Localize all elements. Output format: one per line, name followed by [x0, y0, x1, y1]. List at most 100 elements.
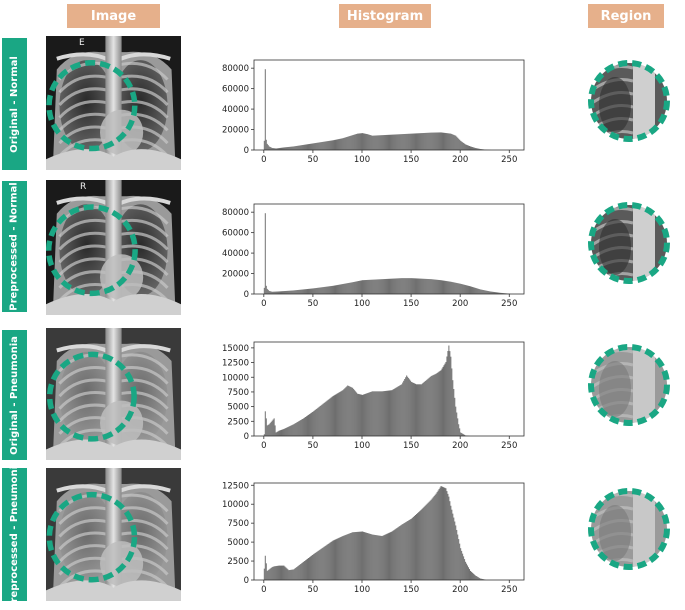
histogram-bar [376, 135, 377, 150]
histogram-bar [393, 279, 394, 294]
histogram-bar [392, 531, 393, 580]
histogram-bar [383, 279, 384, 294]
histogram-bar [428, 279, 429, 294]
histogram-bar [313, 554, 314, 580]
histogram-bar [315, 288, 316, 294]
histogram-bar [332, 397, 333, 436]
histogram-bar [353, 532, 354, 580]
histogram-bars [264, 69, 491, 150]
histogram-bar [407, 278, 408, 294]
histogram-bar [312, 555, 313, 580]
histogram-bar [443, 487, 444, 580]
histogram-bar [326, 545, 327, 580]
histogram-bar [449, 501, 450, 580]
histogram-bar [439, 489, 440, 580]
histogram-bar [471, 572, 472, 580]
histogram-bar [270, 291, 271, 294]
histogram-bar [335, 285, 336, 294]
histogram-bar [321, 287, 322, 294]
histogram-bar [444, 133, 445, 150]
histogram-bar [377, 279, 378, 294]
histogram-bar [326, 141, 327, 150]
histogram-bar [466, 285, 467, 294]
histogram-bar [366, 280, 367, 294]
histogram-bar [349, 533, 350, 580]
histogram-bar [317, 408, 318, 436]
x-tick-label: 250 [501, 441, 517, 450]
histogram-bar [418, 512, 419, 580]
histogram-bar [344, 388, 345, 436]
histogram-bar [292, 290, 293, 294]
histogram-bar [372, 280, 373, 294]
histogram-bar [404, 379, 405, 436]
histogram-bar [397, 134, 398, 150]
histogram-bar [330, 286, 331, 294]
histogram-bar [282, 429, 283, 436]
histogram-bar [443, 281, 444, 295]
histogram-bar [369, 135, 370, 150]
xray-marker-original-normal: E [79, 38, 85, 48]
histogram-bar [449, 134, 450, 150]
histogram-bar [285, 567, 286, 580]
x-tick-label: 150 [403, 441, 419, 450]
histogram-bar [389, 135, 390, 150]
y-tick-label: 40000 [222, 105, 249, 115]
histogram-bar [401, 384, 402, 436]
histogram-bar [282, 291, 283, 294]
histogram-bar [395, 278, 396, 294]
histogram-bar [388, 391, 389, 436]
histogram-bar [353, 135, 354, 150]
histogram-bar [454, 283, 455, 294]
histogram-bar [382, 391, 383, 436]
histogram-bar [293, 290, 294, 294]
histogram-bar [307, 144, 308, 150]
histogram-bar [449, 282, 450, 294]
histogram-bar [406, 522, 407, 580]
histogram-bar [347, 534, 348, 580]
histogram-bar [322, 142, 323, 150]
histogram-bar [459, 544, 460, 580]
histogram-bar [343, 389, 344, 436]
x-tick-label: 250 [501, 585, 517, 594]
histogram-bar [297, 290, 298, 294]
histogram-bar [328, 400, 329, 436]
histogram-bar [308, 558, 309, 580]
histogram-bar [424, 507, 425, 580]
histogram-bar [331, 542, 332, 580]
histogram-bar [375, 280, 376, 294]
histogram-bar [439, 372, 440, 436]
x-tick-label: 0 [261, 585, 266, 594]
histogram-bar [345, 137, 346, 150]
histogram-bar [363, 133, 364, 150]
histogram-bar [452, 134, 453, 150]
histogram-bar [339, 285, 340, 294]
histogram-bar [448, 497, 449, 580]
histogram-bar [478, 289, 479, 294]
histogram-bar [385, 535, 386, 580]
histogram-bar [381, 391, 382, 436]
histogram-bar [333, 140, 334, 150]
y-tick-label: 15000 [222, 344, 249, 354]
histogram-bar [348, 283, 349, 294]
histogram-bar [425, 279, 426, 294]
histogram-bar [397, 278, 398, 294]
histogram-bar [363, 395, 364, 436]
histogram-bar [432, 279, 433, 294]
histogram-bar [310, 557, 311, 580]
histogram-bar [336, 139, 337, 150]
xray-marker-preprocessed-normal: R [80, 182, 86, 192]
histogram-bar [396, 528, 397, 580]
histogram-bar [309, 557, 310, 580]
histogram-bar [420, 279, 421, 294]
histogram-bar [444, 488, 445, 580]
histogram-bar [380, 135, 381, 150]
histogram-bar [310, 144, 311, 150]
histogram-bar [408, 520, 409, 580]
histogram-bar [459, 428, 460, 436]
histogram-bar [373, 535, 374, 580]
histogram-bar [338, 538, 339, 580]
histogram-bar [326, 401, 327, 436]
histogram-bar [275, 425, 276, 436]
histogram-bar [414, 278, 415, 294]
histogram-bar [390, 135, 391, 150]
